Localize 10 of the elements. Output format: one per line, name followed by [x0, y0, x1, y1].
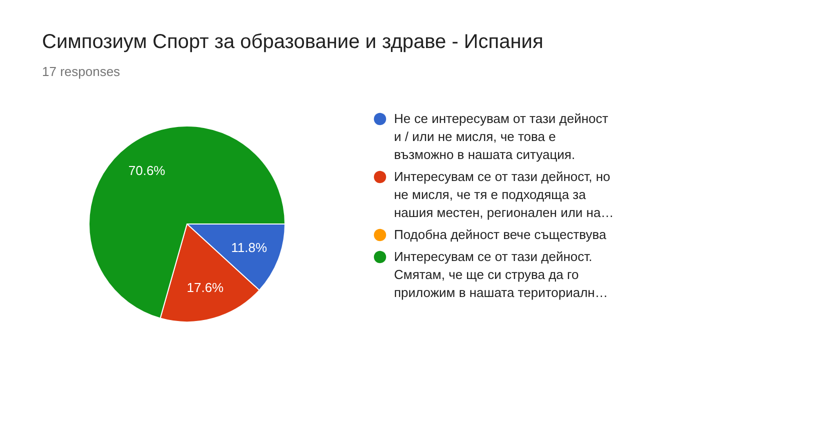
pie-slice: [88, 126, 286, 319]
legend-label: Не се интересувам от тази дейност и / или не мисля, че това е възможно в нашата ситуация.: [394, 111, 608, 162]
chart-subtitle: 17 responses: [42, 64, 121, 79]
data-label: 11.8%: [231, 240, 268, 256]
data-label: 17.6%: [186, 280, 224, 296]
data-label: 70.6%: [128, 162, 166, 178]
chart-title: Симпозиум Спорт за образование и здраве - Испания: [42, 31, 544, 53]
legend-label: Интересувам се от тази дейност. Смятам, че ще си струва да го приложим в нашата териториалн…: [394, 249, 608, 300]
legend-label: Подобна дейност вече съществува: [394, 227, 608, 242]
legend-label: Интересувам се от тази дейност, но не мисля, че тя е подходяща за нашия местен, регионален или на…: [394, 169, 614, 220]
